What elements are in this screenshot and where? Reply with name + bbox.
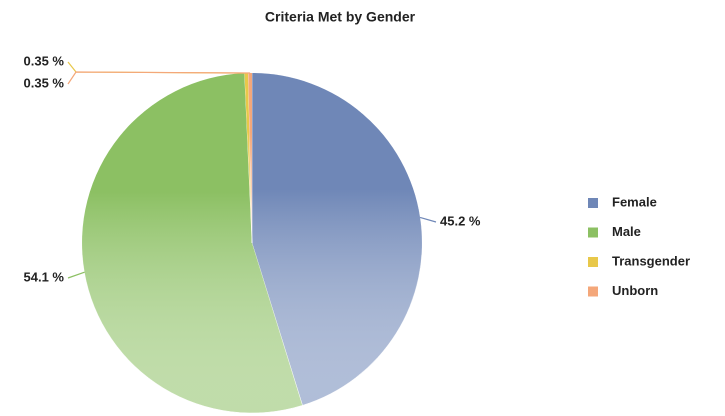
leader-line — [67, 271, 85, 279]
legend-swatch — [588, 286, 598, 297]
leader-line — [419, 216, 437, 223]
leader-line — [67, 71, 251, 85]
legend-swatch — [588, 257, 598, 267]
legend-label: Transgender — [612, 253, 690, 268]
legend-swatch — [588, 198, 598, 208]
data-label: 45.2 % — [440, 213, 481, 228]
data-label: 54.1 % — [24, 269, 65, 284]
data-label: 0.35 % — [24, 75, 65, 90]
leader-line — [67, 61, 247, 74]
legend-label: Male — [612, 224, 641, 239]
legend-label: Female — [612, 194, 657, 209]
chart-title: Criteria Met by Gender — [265, 9, 416, 25]
data-label: 0.35 % — [24, 53, 65, 68]
legend-swatch — [588, 227, 598, 238]
legend-label: Unborn — [612, 283, 658, 298]
